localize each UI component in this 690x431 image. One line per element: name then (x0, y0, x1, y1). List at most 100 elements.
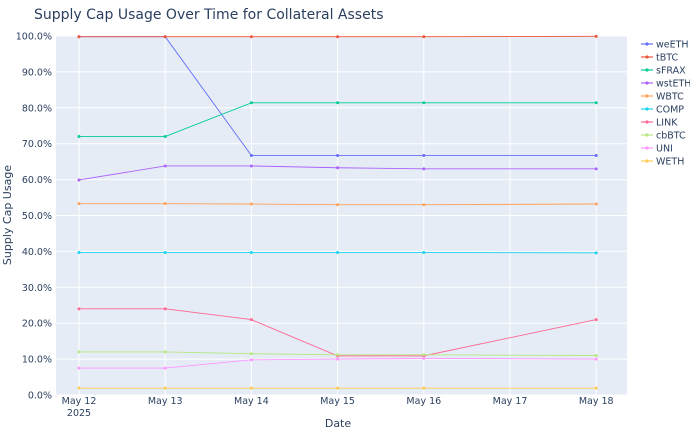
x-tick-label: May 17 (493, 396, 528, 407)
data-point-sFRAX (336, 101, 340, 105)
gridlines (56, 35, 627, 396)
legend-label: UNI (656, 144, 673, 155)
data-point-WBTC (249, 202, 253, 206)
series-line-LINK (79, 308, 597, 357)
x-tick-label: May 12 (62, 396, 97, 407)
data-point-cbBTC (422, 353, 426, 357)
x-axis-title: Date (325, 417, 352, 430)
data-point-UNI (336, 357, 340, 361)
legend-item-sFRAX[interactable]: sFRAX (641, 66, 686, 77)
x-tick-label: May 15 (320, 396, 355, 407)
data-point-LINK (77, 307, 81, 311)
y-tick-label: 20.0% (22, 319, 52, 330)
data-point-WBTC (422, 203, 426, 207)
legend-item-tBTC[interactable]: tBTC (641, 53, 678, 64)
data-point-weETH (336, 154, 340, 158)
legend-label: sFRAX (656, 66, 686, 77)
x-tick-label: May 14 (234, 396, 269, 407)
data-point-COMP (77, 250, 81, 254)
legend-label: WBTC (656, 92, 684, 103)
y-tick-label: 10.0% (22, 355, 52, 366)
data-point-WETH (422, 386, 426, 390)
data-point-WBTC (594, 202, 598, 206)
legend-marker (645, 42, 649, 46)
data-point-tBTC (336, 35, 340, 39)
data-point-sFRAX (77, 135, 81, 139)
data-point-tBTC (422, 35, 426, 39)
x-tick-label: May 18 (579, 396, 614, 407)
legend-item-cbBTC[interactable]: cbBTC (641, 131, 686, 142)
data-point-UNI (594, 357, 598, 361)
legend-marker (645, 120, 649, 124)
legend-item-weETH[interactable]: weETH (641, 40, 689, 51)
data-point-wstETH (249, 164, 253, 168)
data-point-COMP (336, 250, 340, 254)
series-lines (77, 34, 598, 390)
y-tick-label: 100.0% (16, 32, 52, 43)
legend-item-WETH[interactable]: WETH (641, 157, 684, 168)
data-point-UNI (77, 366, 81, 370)
legend-marker (645, 81, 649, 85)
data-point-sFRAX (422, 101, 426, 105)
legend-label: wstETH (656, 79, 690, 90)
data-point-WETH (163, 386, 167, 390)
data-point-WETH (77, 386, 81, 390)
data-point-COMP (249, 250, 253, 254)
data-point-cbBTC (594, 354, 598, 358)
data-point-wstETH (336, 166, 340, 170)
legend-item-COMP[interactable]: COMP (641, 105, 684, 116)
data-point-tBTC (249, 35, 253, 39)
data-point-COMP (594, 251, 598, 255)
data-point-UNI (163, 366, 167, 370)
data-point-UNI (422, 356, 426, 360)
data-point-WBTC (77, 202, 81, 206)
y-tick-label: 40.0% (22, 247, 52, 258)
legend-item-wstETH[interactable]: wstETH (641, 79, 690, 90)
y-tick-label: 60.0% (22, 175, 52, 186)
data-point-WETH (594, 386, 598, 390)
legend-label: WETH (656, 157, 684, 168)
y-axis-title: Supply Cap Usage (1, 165, 14, 265)
data-point-tBTC (594, 34, 598, 38)
data-point-weETH (249, 154, 253, 158)
data-point-WETH (336, 386, 340, 390)
legend-marker (645, 133, 649, 137)
data-point-WBTC (336, 203, 340, 207)
data-point-WETH (249, 386, 253, 390)
y-tick-label: 30.0% (22, 283, 52, 294)
y-axis-ticks: 0.0% 10.0% 20.0% 30.0% 40.0% 50.0% 60.0% 70.0% 8… (16, 32, 52, 402)
legend-marker (645, 146, 649, 150)
x-tick-label: May 13 (148, 396, 183, 407)
series-line-sFRAX (79, 102, 597, 137)
data-point-LINK (249, 318, 253, 322)
legend-marker (645, 55, 649, 59)
data-point-wstETH (77, 178, 81, 182)
y-tick-label: 80.0% (22, 103, 52, 114)
legend-item-UNI[interactable]: UNI (641, 144, 673, 155)
data-point-LINK (594, 318, 598, 322)
series-line-UNI (79, 357, 597, 369)
data-point-LINK (163, 307, 167, 311)
data-point-wstETH (422, 167, 426, 171)
chart-title: Supply Cap Usage Over Time for Collatera… (34, 7, 384, 23)
legend-marker (645, 94, 649, 98)
legend-marker (645, 107, 649, 111)
legend-item-WBTC[interactable]: WBTC (641, 92, 684, 103)
data-point-COMP (422, 250, 426, 254)
series-line-cbBTC (79, 351, 597, 356)
legend[interactable]: weETH tBTC sFRAX wstETH WBTC COMP LINK cbBTC UNI… (641, 40, 690, 168)
data-point-cbBTC (249, 352, 253, 356)
data-point-WBTC (163, 202, 167, 206)
series-line-wstETH (78, 165, 597, 181)
x-tick-year: 2025 (67, 408, 91, 419)
legend-item-LINK[interactable]: LINK (641, 118, 678, 129)
data-point-cbBTC (77, 350, 81, 354)
legend-label: LINK (656, 118, 678, 129)
legend-label: tBTC (656, 53, 678, 64)
legend-label: cbBTC (656, 131, 686, 142)
data-point-tBTC (77, 35, 81, 39)
legend-marker (645, 68, 649, 72)
data-point-wstETH (594, 167, 598, 171)
